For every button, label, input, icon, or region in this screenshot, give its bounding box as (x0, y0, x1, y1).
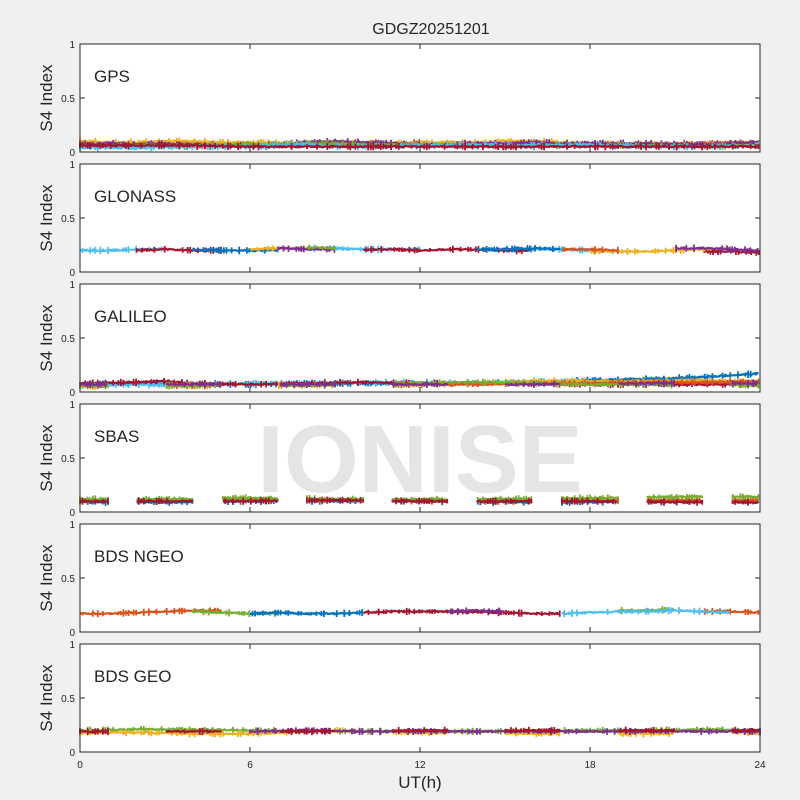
panel-label: BDS GEO (94, 667, 171, 686)
y-tick-label: 0.5 (61, 694, 75, 705)
series-1-4 (277, 244, 759, 254)
y-tick-label: 0 (69, 628, 75, 639)
series-4-2 (250, 609, 364, 617)
series-trace (561, 247, 618, 252)
y-axis-label: S4 Index (37, 64, 56, 132)
x-tick-label: 12 (414, 760, 426, 771)
panel-glonass: 0 0.5 1 GLONASS S4 Index (37, 160, 761, 279)
panel-gps: 0 0.5 1 GPS S4 Index (37, 40, 761, 159)
panel-label: GPS (94, 67, 130, 86)
panel-bds-ngeo: 0 0.5 1 BDS NGEO S4 Index (37, 520, 761, 639)
series-1-2 (192, 245, 561, 255)
x-axis-label: UT(h) (398, 773, 441, 792)
panel-traces (79, 244, 760, 256)
watermark-logo: IONISE (257, 406, 582, 513)
y-tick-label: 0 (69, 748, 75, 759)
series-4-4 (447, 607, 504, 615)
panel-galileo: 0 0.5 1 GALILEO S4 Index (37, 280, 761, 399)
series-2-6 (79, 379, 759, 389)
series-1-5 (306, 244, 336, 251)
panel-traces (79, 725, 761, 738)
panel-background (80, 524, 760, 632)
y-tick-label: 0.5 (61, 334, 75, 345)
y-axis-label: S4 Index (37, 544, 56, 612)
y-tick-label: 0.5 (61, 214, 75, 225)
series-5-3 (79, 726, 760, 736)
panel-background (80, 164, 760, 272)
x-tick-label: 18 (584, 760, 596, 771)
panel-sbas: 0 0.5 1 SBAS S4 Index (37, 400, 761, 519)
series-1-6 (561, 246, 619, 254)
series-3-3 (79, 497, 760, 506)
y-tick-label: 0 (69, 268, 75, 279)
y-tick-label: 0.5 (61, 454, 75, 465)
series-trace (306, 245, 334, 250)
y-tick-label: 0.5 (61, 574, 75, 585)
figure-title: GDGZ20251201 (372, 21, 490, 38)
series-trace (447, 608, 504, 614)
x-tick-label: 6 (247, 760, 253, 771)
y-tick-label: 0 (69, 388, 75, 399)
y-tick-label: 1 (69, 280, 75, 291)
y-axis-label: S4 Index (37, 664, 56, 732)
y-tick-label: 0.5 (61, 94, 75, 105)
y-tick-label: 0 (69, 148, 75, 159)
panel-background (80, 44, 760, 152)
panel-background (80, 284, 760, 392)
y-tick-label: 1 (69, 160, 75, 171)
panel-bds-geo: 0 0.5 1 0 6 12 18 24 BDS GEO S4 Index (37, 640, 766, 771)
x-tick-label: 0 (77, 760, 83, 771)
panel-background (80, 644, 760, 752)
panel-traces (79, 606, 760, 618)
panel-label: GLONASS (94, 187, 176, 206)
y-tick-label: 1 (69, 520, 75, 531)
y-tick-label: 1 (69, 40, 75, 51)
y-tick-label: 0 (69, 508, 75, 519)
panel-label: GALILEO (94, 307, 167, 326)
panel-label: SBAS (94, 427, 139, 446)
y-tick-label: 1 (69, 400, 75, 411)
y-axis-label: S4 Index (37, 184, 56, 252)
panel-traces (79, 370, 760, 390)
y-tick-label: 1 (69, 640, 75, 651)
panel-traces (79, 493, 760, 506)
panels-layer: 0 0.5 1 GPS S4 Index 0 0.5 1 GLONASS S4 Index 0 0.5… (37, 40, 766, 771)
series-0-6 (79, 141, 760, 151)
x-tick-label: 24 (754, 760, 766, 771)
panel-background (80, 404, 760, 512)
panel-label: BDS NGEO (94, 547, 184, 566)
y-axis-label: S4 Index (37, 424, 56, 492)
series-4-5 (561, 607, 731, 617)
y-axis-label: S4 Index (37, 304, 56, 372)
panel-traces (79, 137, 760, 152)
